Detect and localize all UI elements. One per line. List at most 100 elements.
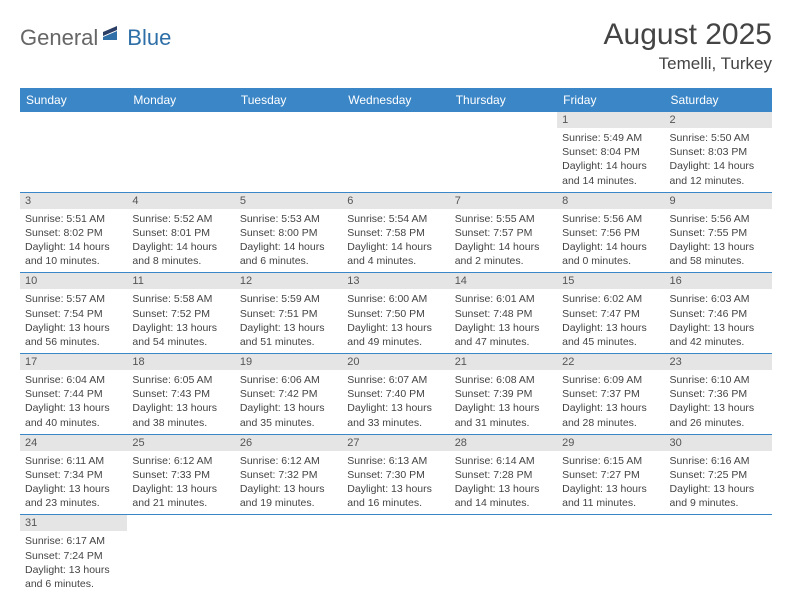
sunrise-text: Sunrise: 5:55 AM xyxy=(455,212,552,226)
day-header: Thursday xyxy=(450,88,557,112)
day-details: Sunrise: 5:52 AMSunset: 8:01 PMDaylight:… xyxy=(127,209,234,273)
calendar-cell xyxy=(665,515,772,595)
sunset-text: Sunset: 7:24 PM xyxy=(25,549,122,563)
location: Temelli, Turkey xyxy=(604,54,772,74)
daylight-text: Daylight: 13 hours and 33 minutes. xyxy=(347,401,444,429)
daylight-text: Daylight: 13 hours and 19 minutes. xyxy=(240,482,337,510)
daylight-text: Daylight: 13 hours and 14 minutes. xyxy=(455,482,552,510)
sunrise-text: Sunrise: 6:11 AM xyxy=(25,454,122,468)
calendar-cell: 21Sunrise: 6:08 AMSunset: 7:39 PMDayligh… xyxy=(450,354,557,435)
day-details: Sunrise: 6:10 AMSunset: 7:36 PMDaylight:… xyxy=(665,370,772,434)
sunset-text: Sunset: 7:28 PM xyxy=(455,468,552,482)
day-number: 7 xyxy=(450,193,557,209)
day-number: 14 xyxy=(450,273,557,289)
day-number: 25 xyxy=(127,435,234,451)
sunrise-text: Sunrise: 6:05 AM xyxy=(132,373,229,387)
sunset-text: Sunset: 8:01 PM xyxy=(132,226,229,240)
calendar-cell xyxy=(235,515,342,595)
calendar-cell: 22Sunrise: 6:09 AMSunset: 7:37 PMDayligh… xyxy=(557,354,664,435)
calendar-cell: 23Sunrise: 6:10 AMSunset: 7:36 PMDayligh… xyxy=(665,354,772,435)
day-number: 12 xyxy=(235,273,342,289)
calendar-cell: 5Sunrise: 5:53 AMSunset: 8:00 PMDaylight… xyxy=(235,192,342,273)
sunrise-text: Sunrise: 5:58 AM xyxy=(132,292,229,306)
sunset-text: Sunset: 7:57 PM xyxy=(455,226,552,240)
calendar-cell xyxy=(450,112,557,192)
sunrise-text: Sunrise: 5:53 AM xyxy=(240,212,337,226)
day-header: Friday xyxy=(557,88,664,112)
sunrise-text: Sunrise: 5:52 AM xyxy=(132,212,229,226)
sunset-text: Sunset: 7:25 PM xyxy=(670,468,767,482)
daylight-text: Daylight: 13 hours and 38 minutes. xyxy=(132,401,229,429)
day-header: Sunday xyxy=(20,88,127,112)
day-number: 22 xyxy=(557,354,664,370)
calendar-cell xyxy=(450,515,557,595)
day-details: Sunrise: 6:11 AMSunset: 7:34 PMDaylight:… xyxy=(20,451,127,515)
calendar-cell: 16Sunrise: 6:03 AMSunset: 7:46 PMDayligh… xyxy=(665,273,772,354)
calendar-cell xyxy=(20,112,127,192)
day-details: Sunrise: 6:14 AMSunset: 7:28 PMDaylight:… xyxy=(450,451,557,515)
day-details: Sunrise: 6:02 AMSunset: 7:47 PMDaylight:… xyxy=(557,289,664,353)
calendar-cell: 24Sunrise: 6:11 AMSunset: 7:34 PMDayligh… xyxy=(20,434,127,515)
calendar-cell: 28Sunrise: 6:14 AMSunset: 7:28 PMDayligh… xyxy=(450,434,557,515)
calendar-cell: 13Sunrise: 6:00 AMSunset: 7:50 PMDayligh… xyxy=(342,273,449,354)
daylight-text: Daylight: 14 hours and 4 minutes. xyxy=(347,240,444,268)
sunset-text: Sunset: 7:52 PM xyxy=(132,307,229,321)
daylight-text: Daylight: 14 hours and 10 minutes. xyxy=(25,240,122,268)
calendar-cell: 8Sunrise: 5:56 AMSunset: 7:56 PMDaylight… xyxy=(557,192,664,273)
day-details: Sunrise: 6:04 AMSunset: 7:44 PMDaylight:… xyxy=(20,370,127,434)
day-details: Sunrise: 6:17 AMSunset: 7:24 PMDaylight:… xyxy=(20,531,127,595)
day-number: 19 xyxy=(235,354,342,370)
day-number: 8 xyxy=(557,193,664,209)
calendar-cell: 27Sunrise: 6:13 AMSunset: 7:30 PMDayligh… xyxy=(342,434,449,515)
day-number: 23 xyxy=(665,354,772,370)
daylight-text: Daylight: 13 hours and 26 minutes. xyxy=(670,401,767,429)
daylight-text: Daylight: 14 hours and 0 minutes. xyxy=(562,240,659,268)
sunrise-text: Sunrise: 6:02 AM xyxy=(562,292,659,306)
daylight-text: Daylight: 13 hours and 45 minutes. xyxy=(562,321,659,349)
calendar-row: 1Sunrise: 5:49 AMSunset: 8:04 PMDaylight… xyxy=(20,112,772,192)
sunrise-text: Sunrise: 5:56 AM xyxy=(670,212,767,226)
calendar-row: 24Sunrise: 6:11 AMSunset: 7:34 PMDayligh… xyxy=(20,434,772,515)
day-details: Sunrise: 6:05 AMSunset: 7:43 PMDaylight:… xyxy=(127,370,234,434)
sunrise-text: Sunrise: 6:12 AM xyxy=(240,454,337,468)
day-details: Sunrise: 6:12 AMSunset: 7:33 PMDaylight:… xyxy=(127,451,234,515)
flag-icon xyxy=(103,24,125,50)
day-details: Sunrise: 5:59 AMSunset: 7:51 PMDaylight:… xyxy=(235,289,342,353)
sunrise-text: Sunrise: 6:01 AM xyxy=(455,292,552,306)
day-details: Sunrise: 6:13 AMSunset: 7:30 PMDaylight:… xyxy=(342,451,449,515)
daylight-text: Daylight: 14 hours and 2 minutes. xyxy=(455,240,552,268)
day-number: 9 xyxy=(665,193,772,209)
day-details: Sunrise: 5:56 AMSunset: 7:56 PMDaylight:… xyxy=(557,209,664,273)
sunset-text: Sunset: 7:43 PM xyxy=(132,387,229,401)
daylight-text: Daylight: 13 hours and 11 minutes. xyxy=(562,482,659,510)
sunset-text: Sunset: 8:02 PM xyxy=(25,226,122,240)
day-details: Sunrise: 5:54 AMSunset: 7:58 PMDaylight:… xyxy=(342,209,449,273)
calendar-row: 31Sunrise: 6:17 AMSunset: 7:24 PMDayligh… xyxy=(20,515,772,595)
day-number: 31 xyxy=(20,515,127,531)
day-number: 5 xyxy=(235,193,342,209)
calendar-cell: 7Sunrise: 5:55 AMSunset: 7:57 PMDaylight… xyxy=(450,192,557,273)
sunrise-text: Sunrise: 5:59 AM xyxy=(240,292,337,306)
logo-text-general: General xyxy=(20,25,98,51)
sunset-text: Sunset: 7:40 PM xyxy=(347,387,444,401)
daylight-text: Daylight: 13 hours and 21 minutes. xyxy=(132,482,229,510)
calendar-cell: 19Sunrise: 6:06 AMSunset: 7:42 PMDayligh… xyxy=(235,354,342,435)
day-details: Sunrise: 5:53 AMSunset: 8:00 PMDaylight:… xyxy=(235,209,342,273)
daylight-text: Daylight: 14 hours and 6 minutes. xyxy=(240,240,337,268)
day-number: 10 xyxy=(20,273,127,289)
calendar-cell: 20Sunrise: 6:07 AMSunset: 7:40 PMDayligh… xyxy=(342,354,449,435)
day-details: Sunrise: 5:55 AMSunset: 7:57 PMDaylight:… xyxy=(450,209,557,273)
day-details: Sunrise: 5:50 AMSunset: 8:03 PMDaylight:… xyxy=(665,128,772,192)
day-details: Sunrise: 6:07 AMSunset: 7:40 PMDaylight:… xyxy=(342,370,449,434)
daylight-text: Daylight: 13 hours and 54 minutes. xyxy=(132,321,229,349)
calendar-cell xyxy=(557,515,664,595)
sunrise-text: Sunrise: 5:51 AM xyxy=(25,212,122,226)
sunset-text: Sunset: 7:30 PM xyxy=(347,468,444,482)
calendar-cell: 17Sunrise: 6:04 AMSunset: 7:44 PMDayligh… xyxy=(20,354,127,435)
day-number: 3 xyxy=(20,193,127,209)
sunset-text: Sunset: 7:42 PM xyxy=(240,387,337,401)
day-number: 29 xyxy=(557,435,664,451)
sunset-text: Sunset: 7:58 PM xyxy=(347,226,444,240)
calendar-cell: 30Sunrise: 6:16 AMSunset: 7:25 PMDayligh… xyxy=(665,434,772,515)
day-number: 1 xyxy=(557,112,664,128)
